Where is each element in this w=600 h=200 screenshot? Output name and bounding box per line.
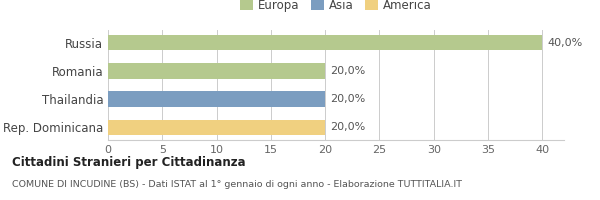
Bar: [108, 91, 325, 107]
Bar: [108, 120, 325, 135]
Text: Cittadini Stranieri per Cittadinanza: Cittadini Stranieri per Cittadinanza: [12, 156, 245, 169]
Text: COMUNE DI INCUDINE (BS) - Dati ISTAT al 1° gennaio di ogni anno - Elaborazione T: COMUNE DI INCUDINE (BS) - Dati ISTAT al …: [12, 180, 462, 189]
Bar: [108, 35, 542, 50]
Text: 20,0%: 20,0%: [331, 66, 366, 76]
Text: 20,0%: 20,0%: [331, 94, 366, 104]
Text: 20,0%: 20,0%: [331, 122, 366, 132]
Text: 40,0%: 40,0%: [548, 38, 583, 48]
Legend: Europa, Asia, America: Europa, Asia, America: [235, 0, 437, 17]
Bar: [108, 63, 325, 79]
